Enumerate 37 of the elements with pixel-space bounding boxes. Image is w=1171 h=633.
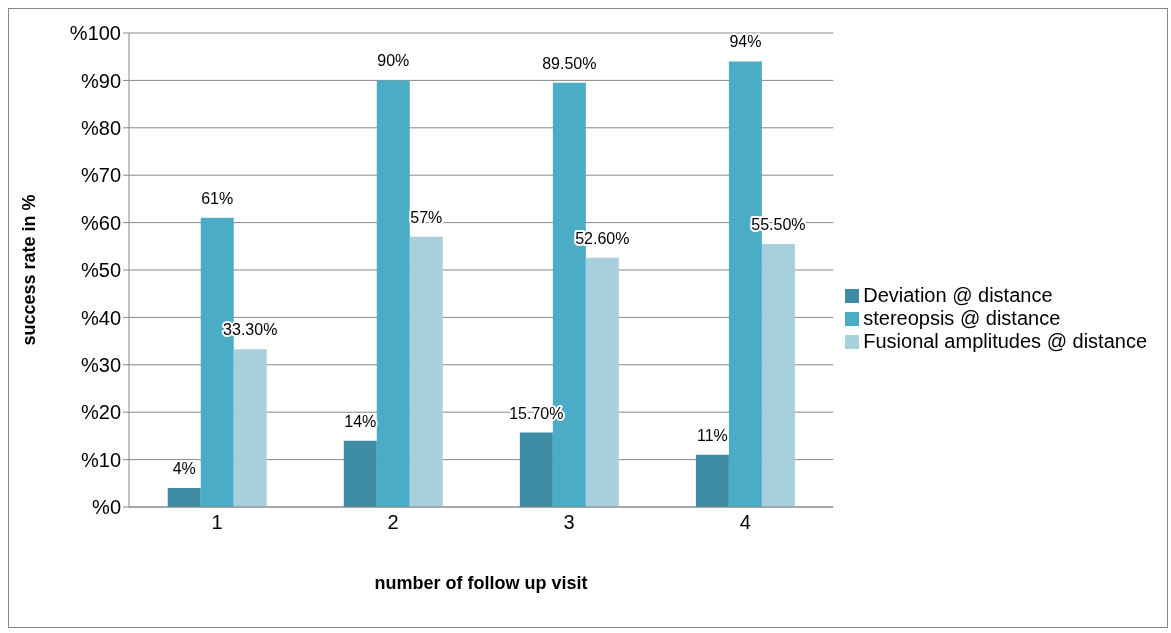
x-tick-label: 2 [387, 511, 399, 534]
bar [761, 243, 795, 507]
y-tick-label: %60 [80, 211, 121, 234]
legend-label: stereopsis @ distance [863, 306, 1061, 329]
bar [343, 440, 377, 507]
y-tick-label: %30 [80, 353, 121, 376]
y-axis-title: success rate in % [19, 194, 40, 346]
y-tick-label: %50 [80, 259, 121, 282]
y-tick-label: %40 [80, 306, 121, 329]
y-tick-label: %80 [80, 116, 121, 139]
y-tick-label: %100 [69, 22, 121, 45]
data-label: 4% [172, 460, 196, 478]
y-tick-label: %90 [80, 69, 121, 92]
bar [519, 432, 553, 507]
x-tick-label: 4 [739, 511, 751, 534]
data-label: 57% [410, 208, 443, 226]
x-tick-label: 3 [563, 511, 575, 534]
data-label: 61% [201, 189, 234, 207]
bar [695, 454, 729, 507]
legend-label: Deviation @ distance [863, 283, 1053, 306]
y-tick-label: %70 [80, 164, 121, 187]
bar [409, 236, 443, 507]
data-label: 90% [377, 52, 410, 70]
data-label: 94% [729, 33, 762, 51]
x-axis-title: number of follow up visit [374, 573, 588, 593]
y-tick-label: %20 [80, 401, 121, 424]
bar [585, 257, 619, 507]
bar [167, 488, 201, 507]
legend-label: Fusional amplitudes @ distance [863, 329, 1147, 352]
data-label: 14% [344, 412, 377, 430]
y-tick-label: %10 [80, 448, 121, 471]
x-tick-label: 1 [211, 511, 223, 534]
y-tick-label: %0 [92, 496, 121, 519]
data-label: 89.50% [542, 54, 597, 72]
data-label: 11% [696, 426, 728, 444]
bar [376, 80, 410, 507]
bar [233, 349, 267, 507]
